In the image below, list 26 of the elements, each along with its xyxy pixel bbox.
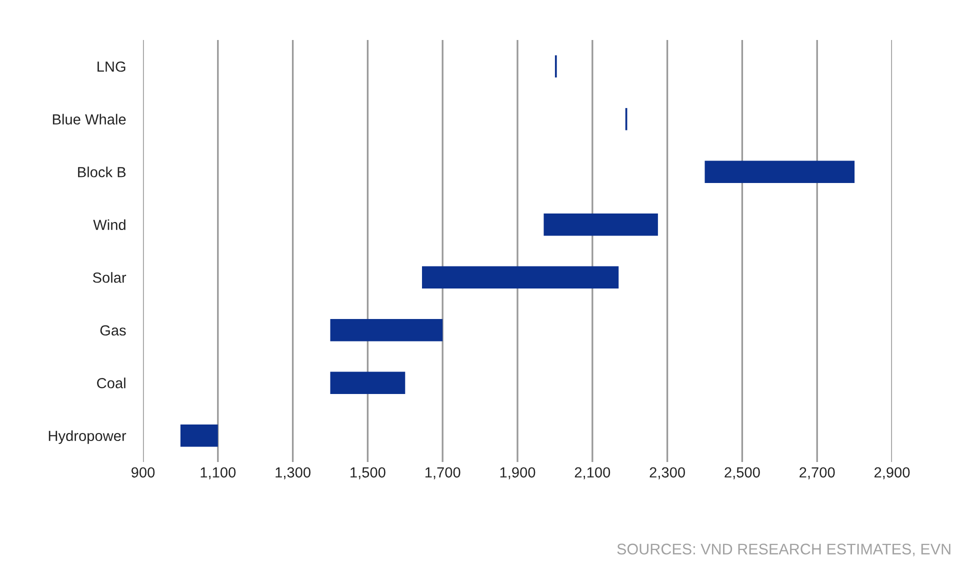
x-tick-label: 2,100 xyxy=(574,467,610,480)
y-tick-label: Block B xyxy=(78,166,126,178)
x-tick-label: 2,900 xyxy=(874,467,910,480)
y-tick-label: LNG xyxy=(98,61,126,72)
x-tick-label: 2,700 xyxy=(800,467,835,480)
bar xyxy=(422,266,619,288)
y-tick-label: Solar xyxy=(92,272,126,283)
source-note: SOURCES: VND RESEARCH ESTIMATES, EVN xyxy=(617,544,950,556)
y-tick-label: Coal xyxy=(97,378,126,388)
bar xyxy=(704,160,855,183)
bar xyxy=(544,214,658,236)
y-tick-label: Wind xyxy=(93,219,126,230)
x-tick-label: 1,100 xyxy=(200,467,236,480)
x-tick-label: 2,500 xyxy=(724,467,760,480)
bar xyxy=(330,372,406,394)
bar xyxy=(330,319,443,342)
x-tick-label: 1,300 xyxy=(276,467,310,480)
x-tick-label: 1,900 xyxy=(500,467,536,480)
x-tick-label: 1,700 xyxy=(425,467,460,480)
y-tick-label: Gas xyxy=(100,325,126,336)
x-tick-label: 900 xyxy=(132,467,155,478)
y-tick-label: Blue Whale xyxy=(52,114,126,125)
x-tick-label: 2,300 xyxy=(650,467,685,480)
x-tick-label: 1,500 xyxy=(350,467,386,480)
y-tick-label: Hydropower xyxy=(48,430,126,444)
bar xyxy=(180,424,218,447)
